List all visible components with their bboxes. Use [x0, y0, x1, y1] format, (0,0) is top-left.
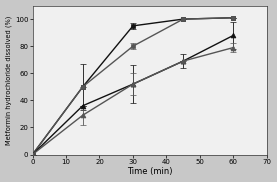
- Y-axis label: Metformin hydrochloride dissolved (%): Metformin hydrochloride dissolved (%): [6, 15, 12, 145]
- X-axis label: Time (min): Time (min): [127, 167, 173, 176]
